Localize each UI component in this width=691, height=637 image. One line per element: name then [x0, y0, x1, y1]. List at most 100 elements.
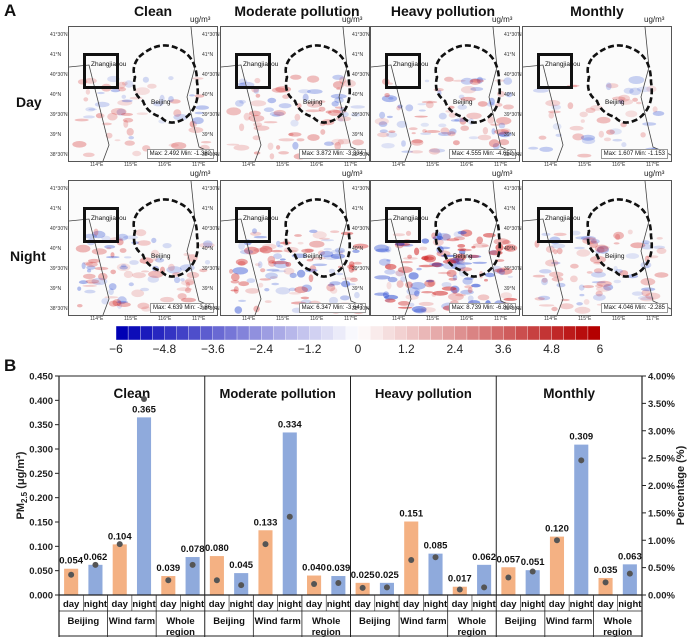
- colorbar-cell: [140, 326, 153, 340]
- positive-anomaly: [88, 258, 101, 263]
- negative-anomaly: [124, 80, 134, 88]
- positive-anomaly: [606, 129, 615, 135]
- negative-anomaly: [541, 277, 548, 286]
- latitude-tick: 39°30′N: [50, 112, 68, 118]
- colorbar-tick-label: 1.2: [398, 342, 415, 356]
- positive-anomaly: [192, 77, 204, 80]
- positive-anomaly: [307, 134, 320, 141]
- percentage-dot: [213, 577, 220, 584]
- map-field: [221, 181, 369, 315]
- colorbar-tick-label: −6: [109, 342, 123, 356]
- negative-anomaly: [151, 237, 157, 244]
- positive-anomaly: [250, 100, 267, 107]
- percentage-dot: [92, 561, 99, 568]
- bar-value-label: 0.054: [59, 556, 83, 567]
- negative-anomaly: [330, 253, 345, 259]
- positive-anomaly: [482, 127, 489, 135]
- negative-anomaly: [652, 111, 665, 116]
- map-panel: Zhangjiakou Beijing Max: 4.555 Min: -4.652: [370, 26, 520, 162]
- negative-anomaly: [472, 261, 488, 264]
- positive-anomaly: [312, 231, 327, 239]
- negative-anomaly: [104, 245, 116, 249]
- percentage-dot: [383, 584, 390, 591]
- latitude-tick: 41°N: [202, 206, 214, 212]
- colorbar-cell: [309, 326, 323, 340]
- negative-anomaly: [266, 268, 280, 272]
- percentage-dot: [505, 574, 512, 581]
- zhangjiakou-box: [83, 53, 119, 89]
- region-label: Wind farm: [546, 616, 592, 627]
- positive-anomaly: [652, 106, 658, 113]
- positive-anomaly: [285, 262, 292, 267]
- positive-anomaly: [288, 132, 294, 136]
- positive-anomaly: [119, 248, 127, 253]
- positive-anomaly: [577, 153, 592, 158]
- negative-anomaly: [386, 259, 391, 262]
- positive-anomaly: [82, 152, 95, 157]
- percentage-dot: [116, 541, 123, 548]
- positive-anomaly: [432, 290, 449, 296]
- y-tick-label: 0.300: [29, 445, 53, 456]
- positive-anomaly: [254, 77, 261, 84]
- positive-anomaly: [421, 291, 434, 294]
- negative-anomaly: [385, 298, 391, 303]
- positive-anomaly: [278, 138, 295, 142]
- negative-anomaly: [643, 242, 650, 245]
- positive-anomaly: [121, 81, 128, 86]
- positive-anomaly: [450, 300, 459, 304]
- negative-anomaly: [277, 245, 284, 248]
- negative-anomaly: [106, 256, 120, 259]
- positive-anomaly: [311, 256, 326, 260]
- positive-anomaly: [448, 112, 457, 118]
- negative-anomaly: [437, 232, 442, 240]
- map-unit-label: ug/m³: [492, 15, 513, 24]
- group-title: Heavy pollution: [375, 386, 472, 401]
- negative-anomaly: [189, 94, 195, 97]
- latitude-tick: 41°N: [202, 52, 214, 58]
- y-right-tick-label: 2.00%: [648, 481, 675, 492]
- positive-anomaly: [307, 75, 320, 83]
- negative-anomaly: [123, 256, 132, 259]
- colorbar-cell: [345, 326, 359, 340]
- positive-anomaly: [384, 298, 396, 303]
- region-label: Wind farm: [109, 616, 155, 627]
- colorbar-cell: [478, 326, 492, 340]
- province-boundary: [69, 218, 110, 315]
- percentage-dot: [432, 554, 439, 561]
- colorbar-cell: [285, 326, 298, 340]
- negative-anomaly: [460, 77, 474, 85]
- positive-anomaly: [424, 130, 441, 133]
- positive-anomaly: [457, 244, 466, 248]
- latitude-tick: 40°30′N: [50, 72, 68, 78]
- positive-anomaly: [596, 280, 612, 287]
- bar-value-label: 0.085: [424, 541, 448, 552]
- negative-anomaly: [374, 244, 389, 252]
- positive-anomaly: [457, 248, 467, 251]
- positive-anomaly: [110, 108, 127, 116]
- negative-anomaly: [591, 281, 606, 284]
- positive-anomaly: [294, 286, 308, 293]
- percentage-dot: [141, 395, 148, 402]
- positive-anomaly: [397, 266, 413, 273]
- positive-anomaly: [606, 83, 619, 89]
- positive-anomaly: [237, 261, 246, 266]
- latitude-tick: 41°30′N: [50, 186, 68, 192]
- negative-anomaly: [350, 105, 365, 109]
- y-right-tick-label: 2.50%: [648, 454, 675, 465]
- negative-anomaly: [332, 74, 344, 80]
- positive-anomaly: [405, 281, 413, 289]
- negative-anomaly: [375, 248, 390, 253]
- latitude-tick: 39°N: [50, 286, 62, 292]
- positive-anomaly: [233, 286, 239, 294]
- positive-anomaly: [283, 267, 295, 275]
- latitude-tick: 38°30′N: [352, 152, 370, 158]
- positive-anomaly: [268, 260, 277, 267]
- positive-anomaly: [264, 300, 272, 303]
- longitude-tick: 114°E: [392, 316, 406, 322]
- positive-anomaly: [420, 307, 436, 313]
- latitude-tick: 38°30′N: [504, 152, 522, 158]
- positive-anomaly: [337, 138, 351, 145]
- percentage-dot: [286, 513, 293, 520]
- negative-anomaly: [328, 296, 339, 305]
- positive-anomaly: [267, 255, 276, 264]
